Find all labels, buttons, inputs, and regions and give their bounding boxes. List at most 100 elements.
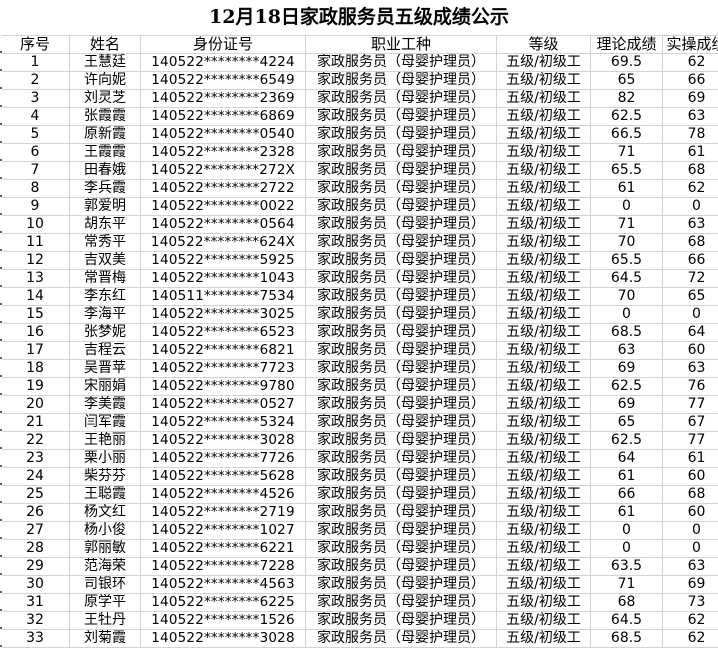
cell-name[interactable]: 吉程云 (69, 341, 141, 360)
cell-practical-score[interactable]: 68 (662, 233, 718, 252)
cell-seq[interactable]: 12 (0, 251, 70, 270)
cell-level[interactable]: 五级/初级工 (496, 143, 591, 162)
cell-id-number[interactable]: 140522********2369 (140, 89, 306, 108)
cell-level[interactable]: 五级/初级工 (496, 179, 591, 198)
cell-practical-score[interactable]: 60 (662, 503, 718, 522)
cell-id-number[interactable]: 140522********0527 (140, 395, 306, 414)
cell-name[interactable]: 刘菊霞 (69, 629, 141, 648)
cell-id-number[interactable]: 140522********5628 (140, 467, 306, 486)
cell-id-number[interactable]: 140522********3025 (140, 305, 306, 324)
cell-name[interactable]: 李东红 (69, 287, 141, 306)
cell-practical-score[interactable]: 63 (662, 107, 718, 126)
cell-level[interactable]: 五级/初级工 (496, 503, 591, 522)
cell-name[interactable]: 李美霞 (69, 395, 141, 414)
header-theory-score[interactable]: 理论成绩 (590, 35, 663, 54)
cell-practical-score[interactable]: 60 (662, 467, 718, 486)
cell-theory-score[interactable]: 61 (590, 503, 663, 522)
cell-occupation[interactable]: 家政服务员（母婴护理员） (305, 233, 497, 252)
cell-theory-score[interactable]: 71 (590, 215, 663, 234)
cell-id-number[interactable]: 140522********1027 (140, 521, 306, 540)
cell-occupation[interactable]: 家政服务员（母婴护理员） (305, 323, 497, 342)
cell-level[interactable]: 五级/初级工 (496, 485, 591, 504)
cell-id-number[interactable]: 140511********7534 (140, 287, 306, 306)
cell-level[interactable]: 五级/初级工 (496, 449, 591, 468)
cell-level[interactable]: 五级/初级工 (496, 395, 591, 414)
cell-practical-score[interactable]: 0 (662, 521, 718, 540)
cell-theory-score[interactable]: 82 (590, 89, 663, 108)
cell-occupation[interactable]: 家政服务员（母婴护理员） (305, 215, 497, 234)
cell-practical-score[interactable]: 0 (662, 197, 718, 216)
cell-practical-score[interactable]: 67 (662, 413, 718, 432)
header-occupation[interactable]: 职业工种 (305, 35, 497, 54)
cell-practical-score[interactable]: 60 (662, 341, 718, 360)
cell-occupation[interactable]: 家政服务员（母婴护理员） (305, 395, 497, 414)
cell-name[interactable]: 张霞霞 (69, 107, 141, 126)
cell-theory-score[interactable]: 68.5 (590, 323, 663, 342)
cell-practical-score[interactable]: 65 (662, 287, 718, 306)
cell-id-number[interactable]: 140522********0540 (140, 125, 306, 144)
cell-theory-score[interactable]: 61 (590, 467, 663, 486)
cell-level[interactable]: 五级/初级工 (496, 305, 591, 324)
cell-seq[interactable]: 29 (0, 557, 70, 576)
cell-theory-score[interactable]: 69 (590, 395, 663, 414)
cell-name[interactable]: 范海荣 (69, 557, 141, 576)
cell-occupation[interactable]: 家政服务员（母婴护理员） (305, 611, 497, 630)
cell-level[interactable]: 五级/初级工 (496, 161, 591, 180)
cell-id-number[interactable]: 140522********6821 (140, 341, 306, 360)
cell-level[interactable]: 五级/初级工 (496, 197, 591, 216)
cell-seq[interactable]: 17 (0, 341, 70, 360)
cell-id-number[interactable]: 140522********2722 (140, 179, 306, 198)
cell-occupation[interactable]: 家政服务员（母婴护理员） (305, 197, 497, 216)
cell-occupation[interactable]: 家政服务员（母婴护理员） (305, 521, 497, 540)
cell-occupation[interactable]: 家政服务员（母婴护理员） (305, 539, 497, 558)
cell-practical-score[interactable]: 78 (662, 125, 718, 144)
cell-name[interactable]: 田春娥 (69, 161, 141, 180)
cell-occupation[interactable]: 家政服务员（母婴护理员） (305, 269, 497, 288)
cell-level[interactable]: 五级/初级工 (496, 467, 591, 486)
cell-id-number[interactable]: 140522********5925 (140, 251, 306, 270)
cell-name[interactable]: 张梦妮 (69, 323, 141, 342)
cell-level[interactable]: 五级/初级工 (496, 233, 591, 252)
cell-level[interactable]: 五级/初级工 (496, 593, 591, 612)
cell-level[interactable]: 五级/初级工 (496, 539, 591, 558)
cell-theory-score[interactable]: 70 (590, 233, 663, 252)
cell-occupation[interactable]: 家政服务员（母婴护理员） (305, 71, 497, 90)
cell-name[interactable]: 王霞霞 (69, 143, 141, 162)
cell-seq[interactable]: 25 (0, 485, 70, 504)
cell-practical-score[interactable]: 61 (662, 143, 718, 162)
cell-level[interactable]: 五级/初级工 (496, 611, 591, 630)
cell-name[interactable]: 许向妮 (69, 71, 141, 90)
cell-id-number[interactable]: 140522********6225 (140, 593, 306, 612)
header-level[interactable]: 等级 (496, 35, 591, 54)
cell-theory-score[interactable]: 62.5 (590, 107, 663, 126)
cell-level[interactable]: 五级/初级工 (496, 431, 591, 450)
cell-theory-score[interactable]: 62.5 (590, 431, 663, 450)
cell-theory-score[interactable]: 61 (590, 179, 663, 198)
cell-theory-score[interactable]: 65 (590, 71, 663, 90)
header-seq[interactable]: 序号 (0, 35, 70, 54)
cell-occupation[interactable]: 家政服务员（母婴护理员） (305, 89, 497, 108)
cell-practical-score[interactable]: 64 (662, 323, 718, 342)
cell-practical-score[interactable]: 62 (662, 53, 718, 72)
cell-theory-score[interactable]: 69.5 (590, 53, 663, 72)
cell-seq[interactable]: 10 (0, 215, 70, 234)
cell-id-number[interactable]: 140522********4563 (140, 575, 306, 594)
cell-name[interactable]: 郭丽敏 (69, 539, 141, 558)
cell-name[interactable]: 杨小俊 (69, 521, 141, 540)
cell-id-number[interactable]: 140522********7726 (140, 449, 306, 468)
cell-level[interactable]: 五级/初级工 (496, 215, 591, 234)
cell-occupation[interactable]: 家政服务员（母婴护理员） (305, 449, 497, 468)
cell-theory-score[interactable]: 68 (590, 593, 663, 612)
cell-occupation[interactable]: 家政服务员（母婴护理员） (305, 251, 497, 270)
cell-practical-score[interactable]: 0 (662, 305, 718, 324)
cell-seq[interactable]: 4 (0, 107, 70, 126)
cell-id-number[interactable]: 140522********2328 (140, 143, 306, 162)
cell-level[interactable]: 五级/初级工 (496, 251, 591, 270)
cell-theory-score[interactable]: 0 (590, 305, 663, 324)
cell-occupation[interactable]: 家政服务员（母婴护理员） (305, 143, 497, 162)
cell-practical-score[interactable]: 69 (662, 89, 718, 108)
header-id-number[interactable]: 身份证号 (140, 35, 306, 54)
cell-id-number[interactable]: 140522********0564 (140, 215, 306, 234)
cell-seq[interactable]: 3 (0, 89, 70, 108)
cell-id-number[interactable]: 140522********9780 (140, 377, 306, 396)
